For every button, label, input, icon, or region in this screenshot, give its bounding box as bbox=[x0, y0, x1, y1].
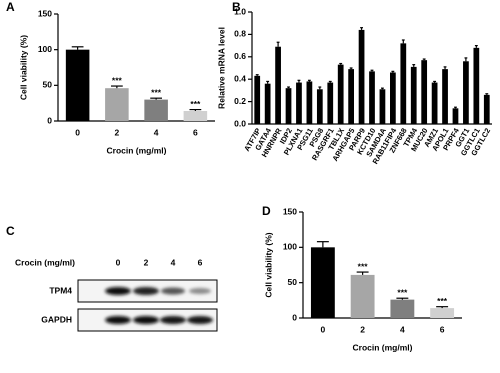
bar bbox=[452, 108, 459, 124]
bar bbox=[431, 82, 438, 124]
bar bbox=[144, 99, 168, 121]
y-axis-label: Cell viability (%) bbox=[263, 232, 273, 297]
y-tick-label: 0 bbox=[47, 115, 52, 125]
panel-label: A bbox=[6, 0, 15, 14]
bar bbox=[473, 47, 480, 125]
panel-label: D bbox=[262, 204, 271, 218]
bar bbox=[348, 69, 354, 124]
y-axis-label: Relative mRNA level bbox=[216, 27, 226, 109]
bar bbox=[483, 94, 490, 124]
x-tick-label: 4 bbox=[400, 324, 405, 334]
y-tick-label: 0.8 bbox=[234, 29, 246, 39]
blot-bands bbox=[105, 287, 213, 324]
lane-label: 0 bbox=[116, 257, 121, 267]
x-axis-label: Crocin (mg/ml) bbox=[107, 145, 167, 155]
x-tick-label: 0 bbox=[75, 127, 80, 137]
bar bbox=[183, 111, 208, 121]
significance: *** bbox=[151, 87, 162, 97]
significance: *** bbox=[397, 287, 408, 297]
bar bbox=[306, 81, 313, 124]
bar bbox=[442, 69, 448, 124]
x-axis-label: Crocin (mg/ml) bbox=[353, 342, 413, 352]
lane-label: 2 bbox=[144, 257, 149, 267]
y-tick-label: 0.0 bbox=[234, 118, 246, 128]
bar bbox=[463, 61, 469, 124]
bar bbox=[310, 247, 335, 318]
bar bbox=[358, 29, 365, 125]
bar bbox=[65, 49, 90, 121]
panel-label: B bbox=[232, 0, 241, 14]
x-tick-label: 0 bbox=[321, 324, 326, 334]
bar bbox=[350, 274, 375, 318]
significance: *** bbox=[358, 261, 369, 271]
bar bbox=[400, 43, 407, 124]
bar bbox=[316, 89, 323, 124]
y-tick-label: 50 bbox=[43, 80, 53, 90]
bar bbox=[379, 89, 386, 124]
row-label: TPM4 bbox=[49, 285, 72, 295]
bar bbox=[390, 299, 415, 318]
bar bbox=[105, 88, 129, 121]
x-tick-label: 6 bbox=[193, 127, 198, 137]
y-tick-label: 150 bbox=[38, 8, 52, 18]
x-tick-label: 6 bbox=[440, 324, 445, 334]
y-tick-label: 0 bbox=[292, 312, 297, 322]
lane-label: 6 bbox=[198, 257, 203, 267]
significance: *** bbox=[112, 75, 123, 85]
panel-label: C bbox=[6, 224, 15, 238]
x-tick-label: 2 bbox=[115, 127, 120, 137]
y-tick-label: 0.2 bbox=[234, 96, 246, 106]
bar bbox=[421, 60, 428, 124]
x-tick-label: 4 bbox=[154, 127, 159, 137]
bar bbox=[369, 71, 375, 124]
x-tick-label: 2 bbox=[360, 324, 365, 334]
bar bbox=[430, 308, 455, 318]
y-tick-label: 1.0 bbox=[234, 6, 246, 16]
bar bbox=[327, 82, 334, 124]
y-tick-label: 100 bbox=[38, 44, 52, 54]
bar bbox=[254, 75, 261, 124]
lane-label: 4 bbox=[171, 257, 176, 267]
bar bbox=[337, 64, 344, 124]
y-axis-label: Cell viability (%) bbox=[18, 35, 28, 100]
bar bbox=[285, 88, 292, 124]
y-tick-label: 50 bbox=[288, 277, 298, 287]
row-label: GAPDH bbox=[41, 314, 72, 324]
significance: *** bbox=[190, 99, 201, 109]
bar bbox=[264, 83, 271, 124]
significance: *** bbox=[437, 296, 448, 306]
y-tick-label: 150 bbox=[283, 206, 297, 216]
blot-title: Crocin (mg/ml) bbox=[15, 257, 75, 267]
bar bbox=[296, 82, 302, 124]
y-tick-label: 100 bbox=[283, 242, 297, 252]
bar bbox=[390, 72, 396, 124]
bar bbox=[410, 66, 417, 124]
bar bbox=[275, 46, 281, 124]
y-tick-label: 0.4 bbox=[234, 73, 246, 83]
y-tick-label: 0.6 bbox=[234, 51, 246, 61]
